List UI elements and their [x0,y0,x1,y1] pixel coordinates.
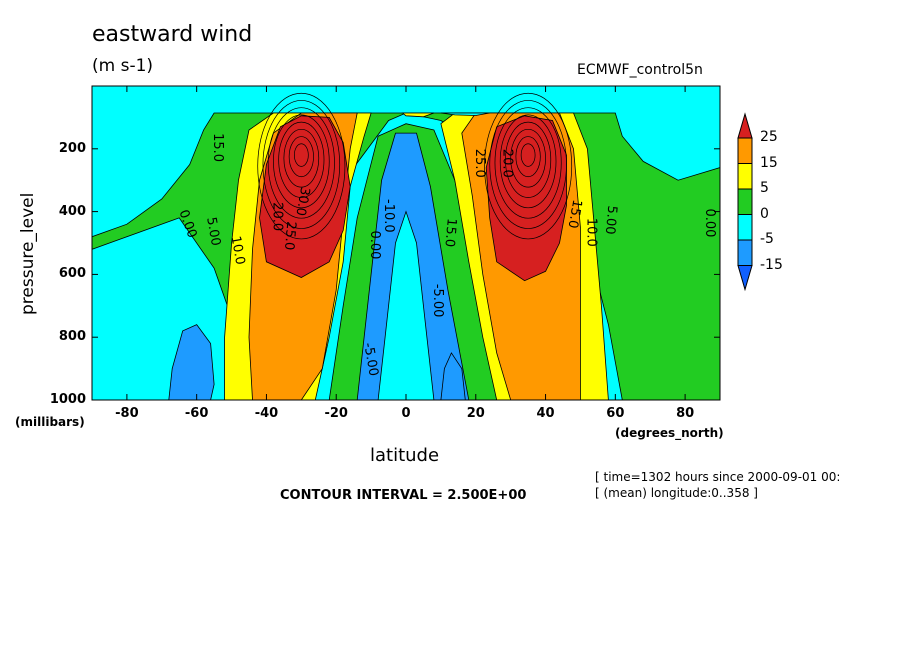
y-axis-units: (millibars) [15,415,85,429]
x-tick-label: -20 [324,406,348,421]
y-tick-label: 800 [58,329,86,345]
x-tick-label: -40 [254,406,279,421]
colorbar-top-arrow [737,112,753,139]
jet-contour-ring [515,136,541,178]
colorbar-bottom-arrow [737,265,753,292]
contour-label: 25.0 [281,221,298,251]
jet-contour-ring [505,121,552,198]
jet-contour-ring [520,143,536,167]
colorbar-label: 0 [760,205,769,222]
contour-label: 15.0 [441,218,458,248]
contour-label: -10.0 [381,199,396,233]
y-tick-label: 1000 [49,392,86,407]
upper-patch [401,112,435,118]
colorbar-label: -5 [760,231,774,247]
chart-units: (m s-1) [92,56,154,76]
y-tick-label: 200 [58,140,86,156]
jet-contour-ring [273,114,330,209]
contour-band-weak-easterly [377,210,435,400]
jet-contour-ring [510,128,546,188]
longitude-info: [ (mean) longitude:0..358 ] [595,486,758,500]
x-tick-label: 0 [401,406,411,421]
jet-contour-ring [278,121,325,198]
contour-band-easterly-south [440,352,466,400]
colorbar-segment [737,214,753,241]
x-tick-label: 20 [466,406,485,421]
contour-label: 30.0 [292,186,312,217]
jet-contour-ring [262,100,341,229]
jet-contour-ring [494,107,562,219]
contour-label: 20.0 [269,202,284,231]
contour-label: -5.00 [430,284,445,318]
jet-contour-ring [267,107,335,219]
contour-label: 0.00 [367,230,382,259]
contour-label: 10.0 [228,235,248,266]
contour-interval: CONTOUR INTERVAL = 2.500E+00 [280,488,527,503]
chart-title: eastward wind [92,22,253,47]
colorbar-segment [737,163,753,190]
contour-label: 10.0 [583,218,598,247]
contour-label: 0.00 [702,208,717,237]
x-tick-label: 40 [536,406,555,421]
contour-label: 5.00 [602,205,619,235]
contour-label: 25.0 [472,149,487,178]
contour-label: 15.0 [564,198,584,229]
jet-core-north [485,115,567,282]
colorbar-segment [737,188,753,215]
time-info: [ time=1302 hours since 2000-09-01 00: [595,470,841,484]
jet-contour-ring [257,92,346,240]
jet-contour-ring [499,114,557,209]
jet-contour-ring [484,92,573,240]
jet-contour-ring [288,136,314,178]
x-tick-label: 60 [606,406,625,421]
y-tick-label: 600 [58,266,86,282]
dataset-name: ECMWF_control5n [577,62,703,78]
x-axis-label: latitude [370,445,440,466]
x-tick-label: 80 [676,406,695,421]
y-tick-label: 400 [58,203,86,219]
x-tick-label: -60 [184,406,209,421]
contour-label: 5.00 [203,216,223,247]
colorbar-label: -15 [760,256,783,273]
contour-label: -5.00 [360,342,381,378]
jet-contour-ring [283,128,320,188]
jet-core-south [259,115,351,278]
x-tick-label: -80 [115,406,139,421]
upper-patch-easterly [440,112,490,116]
colorbar-label: 15 [760,154,778,171]
contour-label: 15.0 [210,133,225,162]
colorbar-label: 5 [760,180,769,196]
x-axis-units: (degrees_north) [615,426,724,440]
colorbar-segment [737,137,753,164]
colorbar-segment [737,239,753,266]
jet-contour-ring [294,143,309,167]
contour-band-easterly-left [168,324,215,400]
jet-contour-ring [489,100,567,229]
colorbar-label: 25 [760,129,778,145]
contour-label: 20.0 [500,149,515,178]
